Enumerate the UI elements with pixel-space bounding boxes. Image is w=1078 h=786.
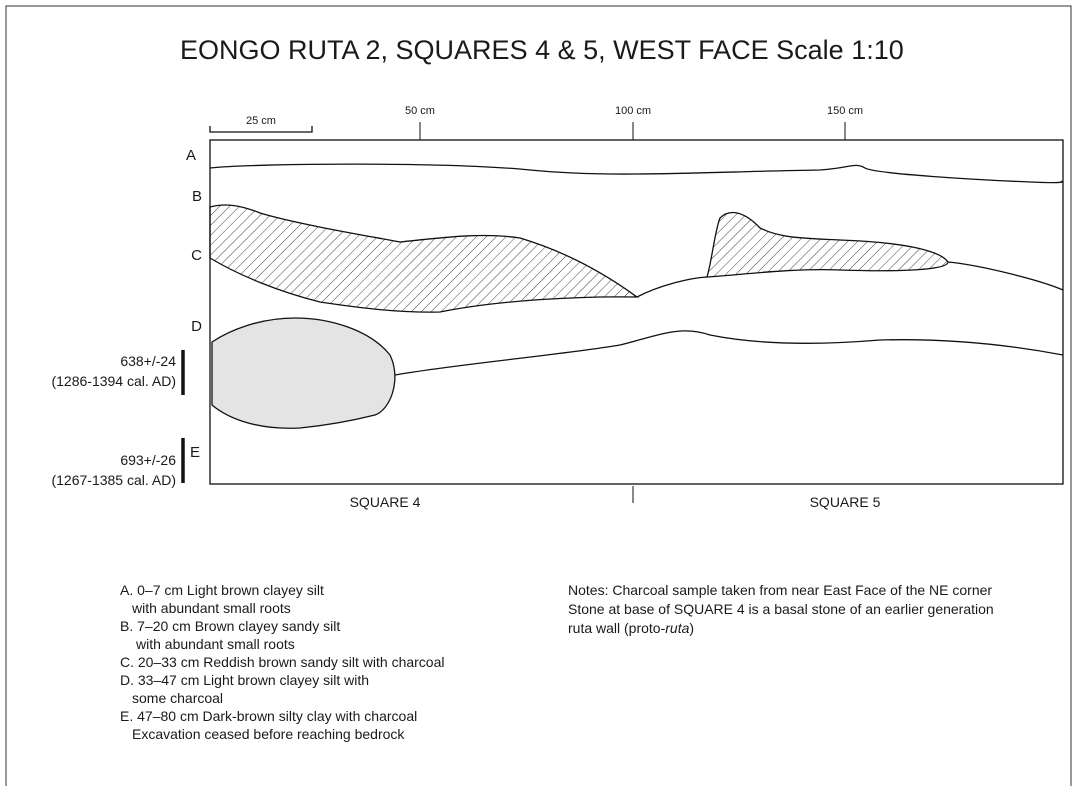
scale-tick: 150 cm <box>827 105 863 117</box>
square-label: SQUARE 4 <box>350 494 421 510</box>
charcoal-lens <box>209 204 640 313</box>
legend-line: with abundant small roots <box>131 600 291 616</box>
date-age: 638+/-24 <box>120 353 176 369</box>
boundary <box>209 163 1064 184</box>
square-label: SQUARE 5 <box>810 494 881 510</box>
scale-bar-label: 25 cm <box>246 115 276 127</box>
note-line: ruta wall (proto-ruta) <box>568 620 694 636</box>
title: EONGO RUTA 2, SQUARES 4 & 5, WEST FACE S… <box>180 35 904 65</box>
legend-line: C. 20–33 cm Reddish brown sandy silt wit… <box>120 654 445 670</box>
section <box>209 139 1064 503</box>
date-calibrated: (1267-1385 cal. AD) <box>51 472 176 488</box>
legend-line: B. 7–20 cm Brown clayey sandy silt <box>120 618 340 634</box>
stone <box>211 317 396 429</box>
legend-line: D. 33–47 cm Light brown clayey silt with <box>120 672 369 688</box>
note-italic: ruta <box>665 620 689 636</box>
layer-label: D <box>191 318 202 335</box>
note-text: ) <box>689 620 694 636</box>
legend-line: E. 47–80 cm Dark-brown silty clay with c… <box>120 708 417 724</box>
note-line: Stone at base of SQUARE 4 is a basal sto… <box>568 601 994 617</box>
page-frame <box>5 5 1072 786</box>
legend-line: with abundant small roots <box>135 636 295 652</box>
scale-tick: 50 cm <box>405 105 435 117</box>
boundary <box>394 330 1064 376</box>
date-age: 693+/-26 <box>120 452 176 468</box>
charcoal-lens <box>706 211 949 278</box>
legend-line: A. 0–7 cm Light brown clayey silt <box>120 582 324 598</box>
legend: A. 0–7 cm Light brown clayey silt with ab… <box>120 582 445 742</box>
note-line: Notes: Charcoal sample taken from near E… <box>568 582 992 598</box>
legend-line: some charcoal <box>132 690 223 706</box>
boundary <box>636 261 1064 298</box>
date-calibrated: (1286-1394 cal. AD) <box>51 373 176 389</box>
layer-label: C <box>191 247 202 264</box>
note-text: ruta wall (proto- <box>568 620 666 636</box>
layer-label: B <box>192 188 202 205</box>
scale-tick: 100 cm <box>615 105 651 117</box>
section-frame <box>209 139 1064 485</box>
legend-line: Excavation ceased before reaching bedroc… <box>132 726 405 742</box>
layer-label: E <box>190 444 200 461</box>
scale: 25 cm 50 cm 100 cm 150 cm <box>209 105 863 140</box>
layer-label: A <box>186 147 196 164</box>
